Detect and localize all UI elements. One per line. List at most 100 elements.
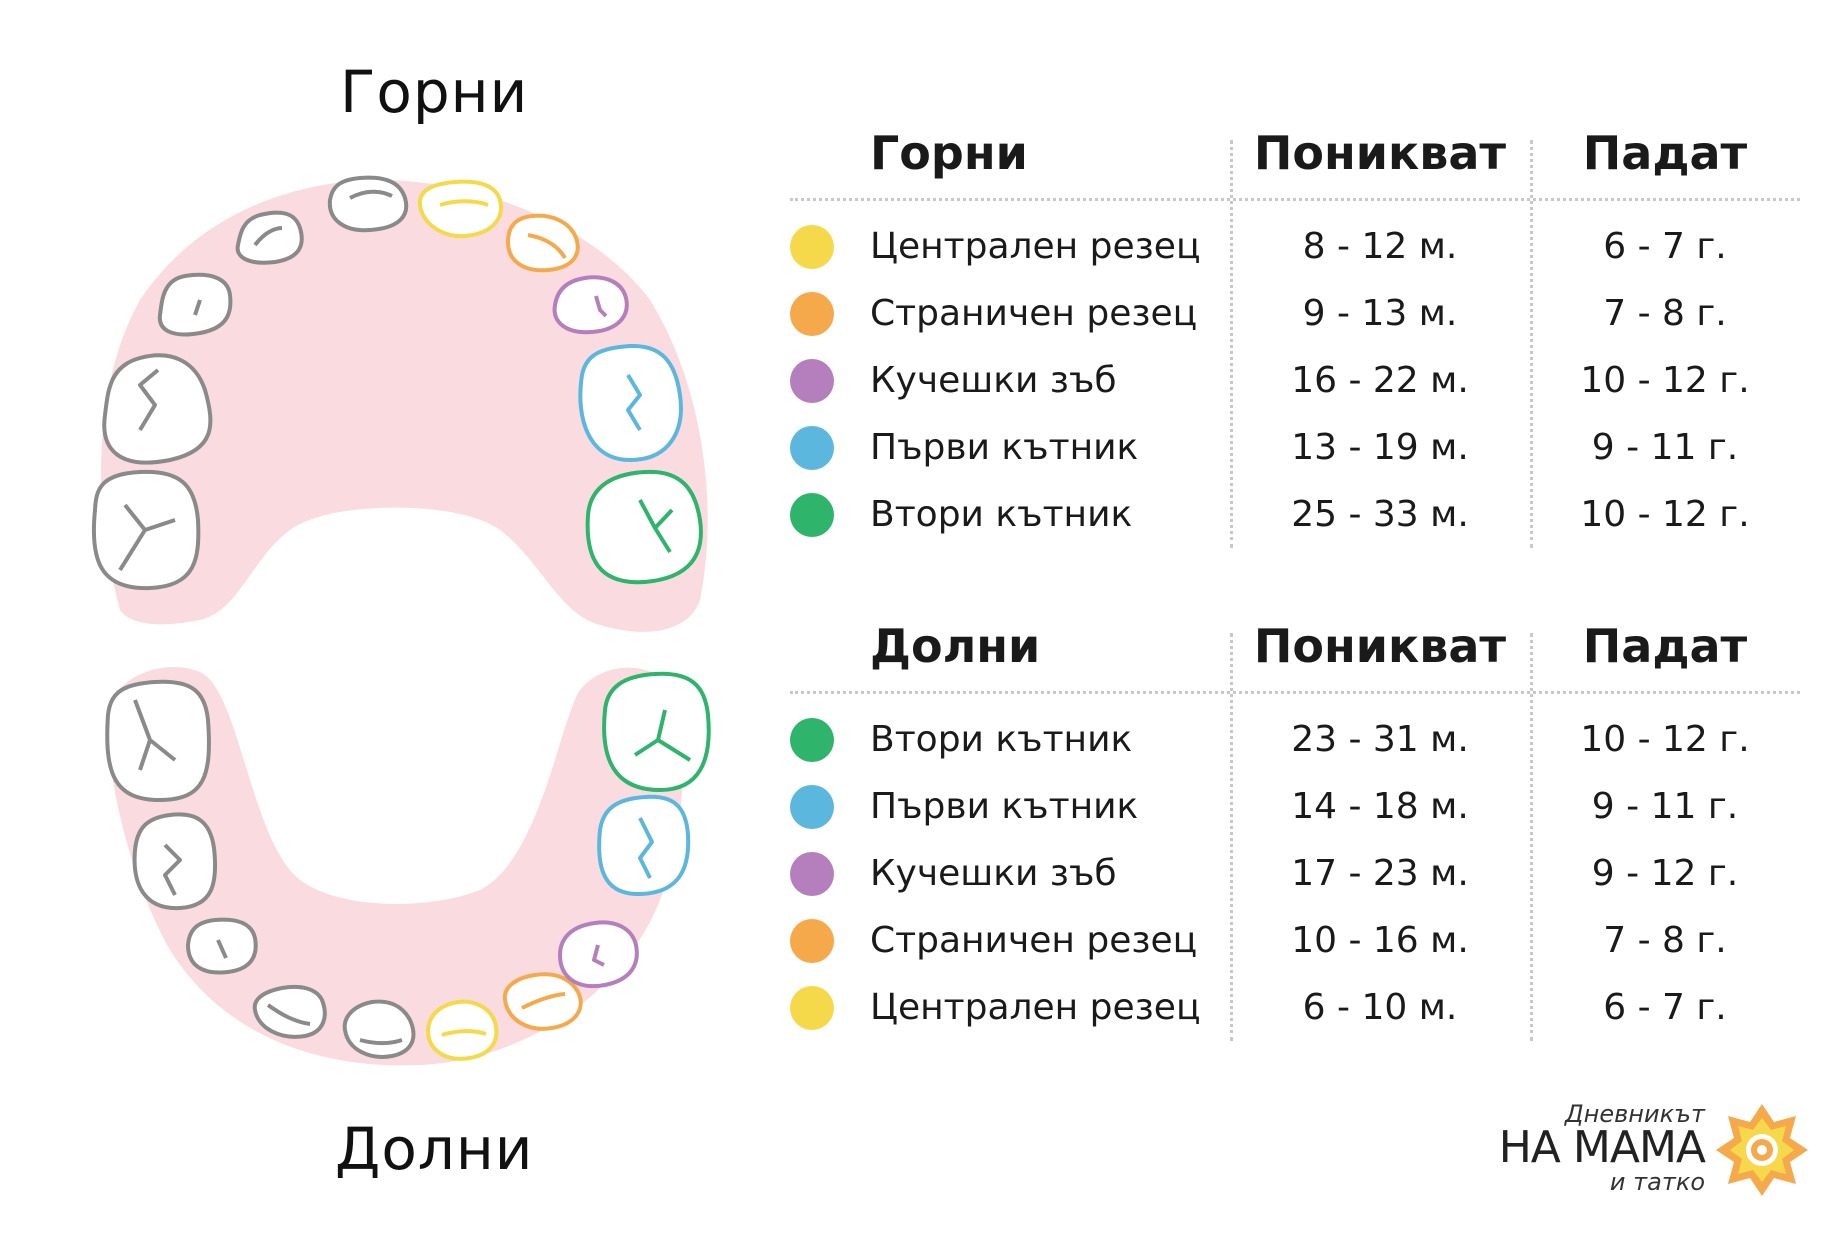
tooth-cell: Втори кътник <box>790 717 1230 762</box>
color-dot-icon <box>790 784 834 829</box>
upper-right-canine <box>552 275 629 335</box>
color-dot-icon <box>790 291 834 336</box>
fall-age: 10 - 12 г. <box>1580 494 1750 535</box>
upper-left-canine <box>157 272 233 337</box>
tooth-timeline-tables: Горни Поникват Падат Централен резец 8 - … <box>790 110 1810 1041</box>
color-dot-icon <box>790 358 834 403</box>
upper-right-second-molar <box>585 469 703 585</box>
lower-left-second-molar <box>105 679 211 802</box>
column-divider <box>1230 633 1233 1041</box>
table-row: Централен резец 6 - 10 м. 6 - 7 г. <box>790 974 1800 1041</box>
lower-left-lateral-incisor <box>252 984 327 1039</box>
color-dot-icon <box>790 717 834 762</box>
color-dot-icon <box>790 918 834 963</box>
tooth-name: Страничен резец <box>870 293 1198 334</box>
erupt-age: 17 - 23 м. <box>1291 853 1469 894</box>
erupt-age: 9 - 13 м. <box>1302 293 1458 334</box>
table-row: Страничен резец 9 - 13 м. 7 - 8 г. <box>790 280 1800 347</box>
erupt-age: 6 - 10 м. <box>1302 987 1458 1028</box>
tooth-cell: Страничен резец <box>790 918 1230 963</box>
lower-right-canine <box>558 920 639 989</box>
upper-left-central-incisor <box>327 175 409 233</box>
header-tooth: Долни <box>870 619 1041 673</box>
tooth-name: Кучешки зъб <box>870 360 1117 401</box>
lower-right-first-molar <box>597 794 691 897</box>
fall-age: 7 - 8 г. <box>1603 293 1727 334</box>
erupt-age: 10 - 16 м. <box>1291 920 1469 961</box>
color-dot-icon <box>790 985 834 1030</box>
tooth-cell: Първи кътник <box>790 425 1230 470</box>
color-dot-icon <box>790 425 834 470</box>
table-row: Първи кътник 13 - 19 м. 9 - 11 г. <box>790 414 1800 481</box>
tooth-name: Страничен резец <box>870 920 1198 961</box>
lower-table-header: Долни Поникват Падат <box>790 603 1800 673</box>
upper-teeth <box>91 175 703 591</box>
upper-right-central-incisor <box>417 179 503 239</box>
tooth-cell: Кучешки зъб <box>790 358 1230 403</box>
fall-age: 7 - 8 г. <box>1603 920 1727 961</box>
erupt-age: 23 - 31 м. <box>1291 719 1469 760</box>
tooth-name: Първи кътник <box>870 427 1139 468</box>
upper-left-first-molar <box>102 353 213 465</box>
upper-left-lateral-incisor <box>235 210 304 265</box>
table-row: Втори кътник 23 - 31 м. 10 - 12 г. <box>790 706 1800 773</box>
logo-line-2: НА МАМА <box>1498 1122 1706 1173</box>
erupt-age: 13 - 19 м. <box>1291 427 1469 468</box>
color-dot-icon <box>790 492 834 537</box>
header-fall: Падат <box>1582 619 1748 673</box>
upper-rows: Централен резец 8 - 12 м. 6 - 7 г. Страниче… <box>790 213 1800 548</box>
erupt-age: 14 - 18 м. <box>1291 786 1469 827</box>
tooth-name: Кучешки зъб <box>870 853 1117 894</box>
table-row: Кучешки зъб 16 - 22 м. 10 - 12 г. <box>790 347 1800 414</box>
fall-age: 9 - 11 г. <box>1591 786 1739 827</box>
lower-rows: Втори кътник 23 - 31 м. 10 - 12 г. Първи къ… <box>790 706 1800 1041</box>
sun-flower-icon <box>1716 1104 1808 1196</box>
fall-age: 10 - 12 г. <box>1580 719 1750 760</box>
tooth-cell: Страничен резец <box>790 291 1230 336</box>
lower-right-second-molar <box>602 671 711 792</box>
jaw-illustration <box>91 175 711 1066</box>
table-row: Кучешки зъб 17 - 23 м. 9 - 12 г. <box>790 840 1800 907</box>
table-row: Втори кътник 25 - 33 м. 10 - 12 г. <box>790 481 1800 548</box>
teeth-diagram: Горни Долни <box>0 0 760 1252</box>
header-divider <box>790 198 1800 201</box>
erupt-age: 16 - 22 м. <box>1291 360 1469 401</box>
lower-left-central-incisor <box>342 999 416 1059</box>
column-divider <box>1530 633 1533 1041</box>
upper-right-lateral-incisor <box>506 213 580 273</box>
header-divider <box>790 691 1800 694</box>
fall-age: 10 - 12 г. <box>1580 360 1750 401</box>
upper-gum <box>101 180 708 632</box>
tooth-cell: Централен резец <box>790 224 1230 269</box>
tooth-cell: Втори кътник <box>790 492 1230 537</box>
header-fall: Падат <box>1582 126 1748 180</box>
lower-table: Долни Поникват Падат Втори кътник 23 - 31… <box>790 603 1800 1041</box>
tooth-name: Първи кътник <box>870 786 1139 827</box>
erupt-age: 25 - 33 м. <box>1291 494 1469 535</box>
tooth-cell: Централен резец <box>790 985 1230 1030</box>
header-tooth: Горни <box>870 126 1028 180</box>
lower-teeth <box>105 671 711 1061</box>
header-erupt: Поникват <box>1253 619 1507 673</box>
lower-gum <box>108 667 684 1066</box>
lower-jaw-title: Долни <box>335 1115 534 1183</box>
header-erupt: Поникват <box>1253 126 1507 180</box>
tooth-cell: Кучешки зъб <box>790 851 1230 896</box>
column-divider <box>1230 140 1233 548</box>
brand-logo: Дневникът НА МАМА и татко <box>1480 1100 1810 1210</box>
color-dot-icon <box>790 224 834 269</box>
fall-age: 9 - 12 г. <box>1591 853 1739 894</box>
erupt-age: 8 - 12 м. <box>1302 226 1458 267</box>
upper-table-header: Горни Поникват Падат <box>790 110 1800 180</box>
table-row: Централен резец 8 - 12 м. 6 - 7 г. <box>790 213 1800 280</box>
fall-age: 9 - 11 г. <box>1591 427 1739 468</box>
fall-age: 6 - 7 г. <box>1603 987 1727 1028</box>
lower-right-lateral-incisor <box>502 972 583 1031</box>
tooth-name: Централен резец <box>870 226 1201 267</box>
fall-age: 6 - 7 г. <box>1603 226 1727 267</box>
tooth-name: Втори кътник <box>870 494 1133 535</box>
logo-line-1: Дневникът <box>1564 1100 1705 1128</box>
lower-left-first-molar <box>132 812 218 911</box>
tooth-name: Централен резец <box>870 987 1201 1028</box>
table-row: Страничен резец 10 - 16 м. 7 - 8 г. <box>790 907 1800 974</box>
